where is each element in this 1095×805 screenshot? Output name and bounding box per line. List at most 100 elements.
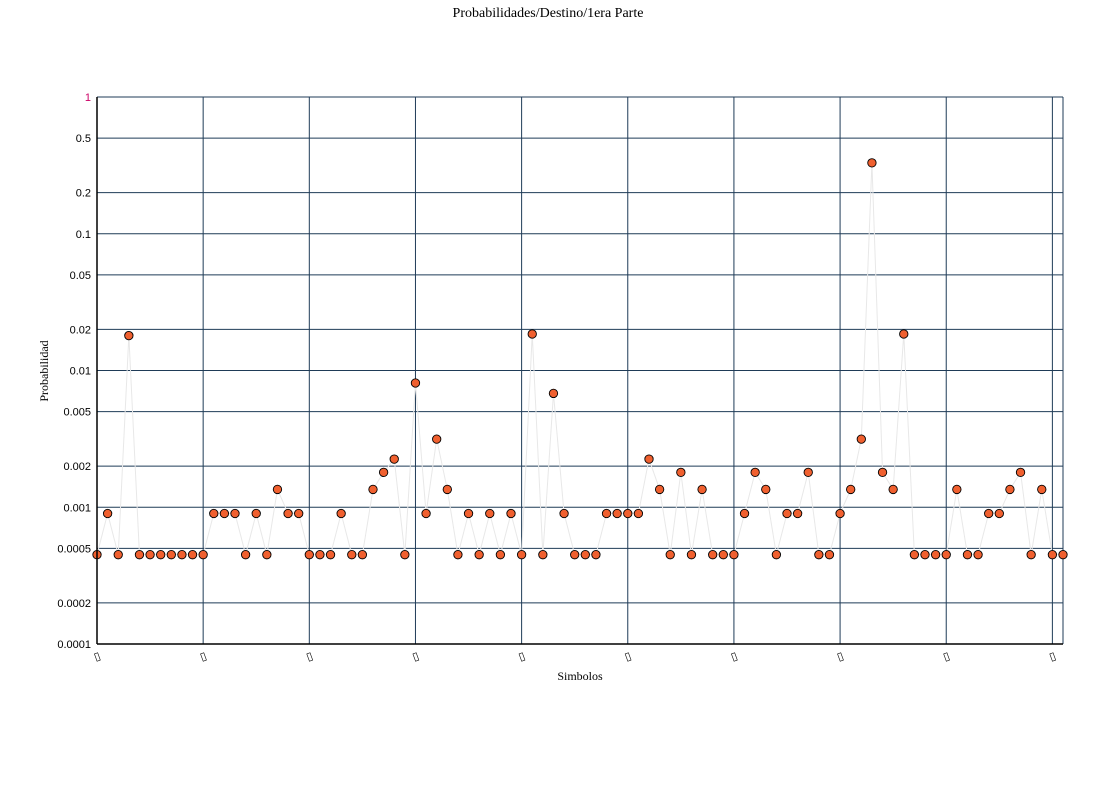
data-point — [134, 550, 145, 560]
data-point — [877, 467, 888, 477]
data-point — [325, 550, 336, 560]
y-tick-label: 0.5 — [76, 133, 91, 145]
data-point — [665, 550, 675, 560]
data-point — [792, 508, 803, 519]
data-point — [633, 508, 644, 519]
y-tick-label: 0.005 — [63, 407, 91, 419]
data-point — [835, 508, 845, 519]
y-tick-label: 0.001 — [63, 502, 91, 514]
data-point — [867, 158, 877, 168]
data-point — [952, 484, 962, 495]
data-point — [432, 434, 442, 444]
data-point — [803, 467, 813, 477]
data-point — [240, 550, 251, 560]
y-tick-label: 0.2 — [76, 188, 91, 200]
series-line — [96, 162, 1063, 556]
data-point — [294, 508, 304, 519]
data-point — [888, 484, 898, 495]
data-point — [814, 550, 824, 560]
data-point — [782, 508, 792, 519]
data-point — [453, 550, 463, 560]
y-tick-label: 0.0005 — [57, 543, 91, 555]
data-point — [846, 484, 856, 495]
data-point — [187, 550, 198, 560]
chart-title: Probabilidades/Destino/1era Parte — [453, 6, 644, 21]
data-point — [495, 550, 506, 560]
y-tick-label: 0.05 — [70, 270, 91, 282]
data-point — [368, 484, 378, 495]
x-tick-label: ▯ — [411, 650, 421, 663]
data-point — [209, 508, 219, 519]
data-point — [283, 508, 293, 519]
data-point — [485, 508, 495, 519]
data-point — [336, 508, 346, 519]
data-point — [570, 550, 580, 560]
data-point — [973, 550, 983, 560]
data-point — [527, 329, 537, 339]
data-point — [389, 454, 399, 464]
data-point — [824, 550, 835, 560]
y-tick-label: 0.0001 — [57, 639, 91, 651]
data-point — [739, 508, 750, 519]
data-point — [729, 550, 739, 560]
data-point — [909, 550, 920, 560]
data-point — [251, 508, 261, 519]
grid — [97, 96, 1064, 645]
x-tick-labels: ▯ ▯ ▯ ▯ ▯ ▯ ▯ ▯ ▯ ▯ — [92, 650, 1057, 663]
data-point — [474, 550, 484, 560]
data-point — [580, 550, 590, 560]
data-point — [463, 508, 474, 519]
data-point — [272, 484, 283, 495]
x-tick-label: ▯ — [92, 650, 102, 663]
x-tick-label: ▯ — [305, 650, 315, 663]
data-point — [113, 550, 123, 560]
data-point — [1015, 467, 1026, 477]
data-point — [771, 550, 782, 560]
data-point — [930, 550, 941, 560]
data-point — [1026, 550, 1036, 560]
data-point — [962, 550, 973, 560]
data-point — [538, 550, 548, 560]
data-point — [761, 484, 771, 495]
data-point — [219, 508, 230, 519]
data-point — [166, 550, 176, 560]
data-point — [612, 508, 622, 519]
data-point — [304, 550, 314, 560]
data-point — [516, 550, 527, 560]
data-point — [601, 508, 612, 519]
data-point — [156, 550, 166, 560]
data-point — [994, 508, 1004, 519]
data-point — [400, 550, 410, 560]
x-tick-label: ▯ — [517, 650, 527, 663]
y-tick-labels: 0.0001 0.0002 0.0005 0.001 0.002 0.005 0.01 0.0… — [57, 92, 91, 651]
data-point — [177, 550, 187, 560]
data-point — [623, 508, 633, 519]
y-tick-label: 0.0002 — [57, 598, 91, 610]
y-tick-label: 0.01 — [70, 366, 91, 378]
data-point — [124, 330, 134, 341]
x-tick-label: ▯ — [942, 650, 952, 663]
data-point — [708, 550, 718, 560]
data-point — [750, 467, 760, 477]
y-tick-label: 1 — [85, 92, 91, 104]
data-point — [941, 550, 951, 560]
x-tick-label: ▯ — [623, 650, 633, 663]
data-point — [686, 550, 697, 560]
x-tick-label: ▯ — [199, 650, 209, 663]
data-point — [410, 378, 421, 388]
data-point — [230, 508, 240, 519]
data-point — [1047, 550, 1058, 560]
data-point — [856, 434, 866, 444]
data-point — [899, 329, 909, 339]
data-point — [145, 550, 155, 560]
data-point — [591, 550, 601, 560]
data-point — [920, 550, 930, 560]
data-point — [347, 550, 357, 560]
data-point — [697, 484, 707, 495]
data-point — [198, 550, 208, 560]
data-point — [559, 508, 569, 519]
x-axis-label: Simbolos — [557, 669, 603, 683]
x-tick-label: ▯ — [836, 650, 846, 663]
x-tick-label: ▯ — [1048, 650, 1058, 663]
y-tick-label: 0.1 — [76, 229, 91, 241]
